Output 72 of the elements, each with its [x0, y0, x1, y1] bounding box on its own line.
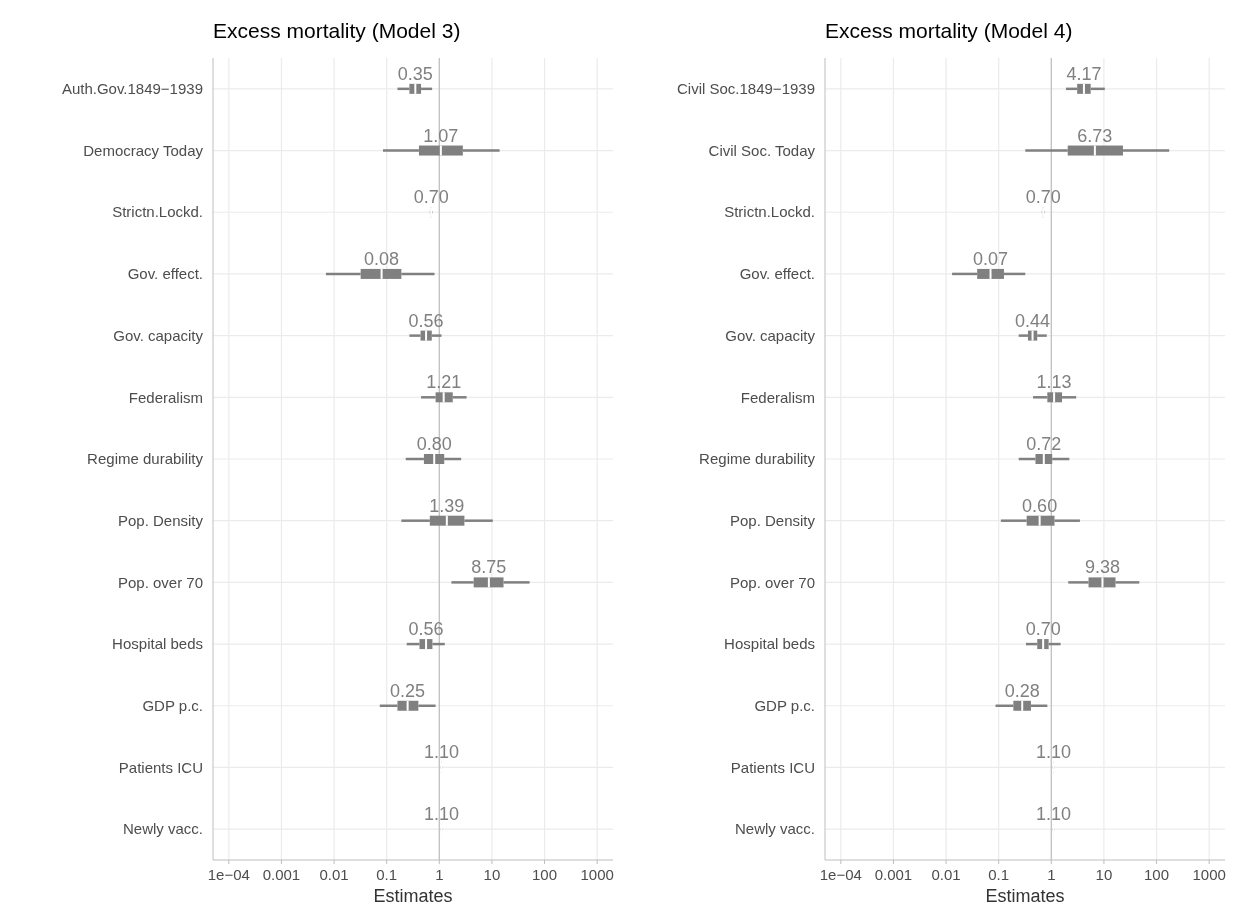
x-tick-label: 1 — [1047, 866, 1056, 883]
y-tick-label: Federalism — [128, 388, 203, 406]
text: 1.10 — [1035, 804, 1072, 825]
text: 0.70 — [413, 187, 449, 208]
text: 1.10 — [1035, 742, 1072, 763]
text: 0.28 — [1004, 680, 1040, 701]
y-tick-label: Newly vacc. — [734, 820, 815, 838]
y-tick-label: Federalism — [740, 388, 815, 406]
x-tick-label: 1e−04 — [207, 866, 250, 883]
y-tick-label: Patients ICU — [118, 758, 203, 776]
text: 6.73 — [1077, 125, 1113, 146]
x-tick-label: 1 — [435, 866, 444, 883]
x-tick-label: 10 — [483, 866, 501, 883]
chart-title: Excess mortality (Model 4) — [825, 19, 1073, 42]
y-tick-label: Strictn.Lockd. — [724, 203, 815, 221]
x-tick-label: 0.001 — [874, 866, 913, 883]
y-tick-label: Regime durability — [699, 450, 816, 468]
x-tick-label: 100 — [1144, 866, 1170, 883]
text: 1.10 — [423, 804, 460, 825]
text: 0.80 — [416, 434, 452, 454]
x-tick-label: 10 — [1095, 866, 1113, 883]
y-tick-label: Pop. over 70 — [117, 573, 203, 591]
y-tick-label: Patients ICU — [730, 758, 815, 776]
x-tick-label: 0.1 — [988, 866, 1010, 883]
x-tick-label: 1000 — [580, 866, 614, 883]
x-tick-label: 1e−04 — [819, 866, 862, 883]
y-tick-label: Pop. Density — [729, 511, 816, 529]
chart-title: Excess mortality (Model 3) — [213, 19, 461, 42]
y-tick-label: Gov. effect. — [739, 265, 815, 283]
y-tick-label: Democracy Today — [83, 141, 204, 159]
text: 0.25 — [390, 680, 426, 701]
text: 1.21 — [426, 372, 462, 393]
text: 1.39 — [429, 495, 465, 516]
text: 8.75 — [471, 557, 507, 578]
y-tick-label: Newly vacc. — [122, 820, 203, 838]
y-tick-label: Gov. capacity — [113, 326, 204, 344]
y-tick-label: Pop. Density — [117, 511, 204, 529]
x-axis-title: Estimates — [373, 886, 453, 906]
y-tick-label: Gov. effect. — [127, 265, 203, 283]
text: 0.70 — [1025, 619, 1061, 640]
text: 9.38 — [1084, 557, 1120, 578]
text: 0.60 — [1022, 495, 1058, 516]
y-tick-label: Hospital beds — [724, 635, 815, 653]
y-tick-label: Pop. over 70 — [729, 573, 815, 591]
text: 0.35 — [397, 63, 433, 84]
text: 0.07 — [973, 248, 1009, 269]
y-tick-label: Hospital beds — [112, 635, 203, 653]
text: 4.17 — [1066, 63, 1102, 84]
text: 0.44 — [1015, 310, 1051, 331]
x-tick-label: 1000 — [1192, 866, 1226, 883]
text: 0.70 — [1025, 187, 1061, 208]
text: 0.56 — [408, 310, 444, 331]
text: 0.08 — [364, 248, 400, 269]
x-tick-label: 0.001 — [262, 866, 301, 883]
x-tick-label: 0.01 — [931, 866, 961, 883]
x-tick-label: 100 — [532, 866, 558, 883]
text: 0.72 — [1026, 434, 1062, 454]
text: 1.07 — [423, 125, 459, 146]
text: 1.10 — [423, 742, 460, 763]
y-tick-label: GDP p.c. — [754, 697, 815, 715]
x-axis-title: Estimates — [985, 886, 1065, 906]
text: 1.13 — [1036, 372, 1072, 393]
y-tick-label: Civil Soc.1849−1939 — [676, 80, 815, 98]
y-tick-label: Strictn.Lockd. — [112, 203, 203, 221]
y-tick-label: Regime durability — [87, 450, 204, 468]
y-tick-label: Auth.Gov.1849−1939 — [61, 80, 203, 98]
y-tick-label: GDP p.c. — [142, 697, 203, 715]
y-tick-label: Gov. capacity — [725, 326, 816, 344]
x-tick-label: 0.01 — [319, 866, 349, 883]
y-tick-label: Civil Soc. Today — [708, 141, 816, 159]
x-tick-label: 0.1 — [376, 866, 398, 883]
text: 0.56 — [408, 619, 444, 640]
